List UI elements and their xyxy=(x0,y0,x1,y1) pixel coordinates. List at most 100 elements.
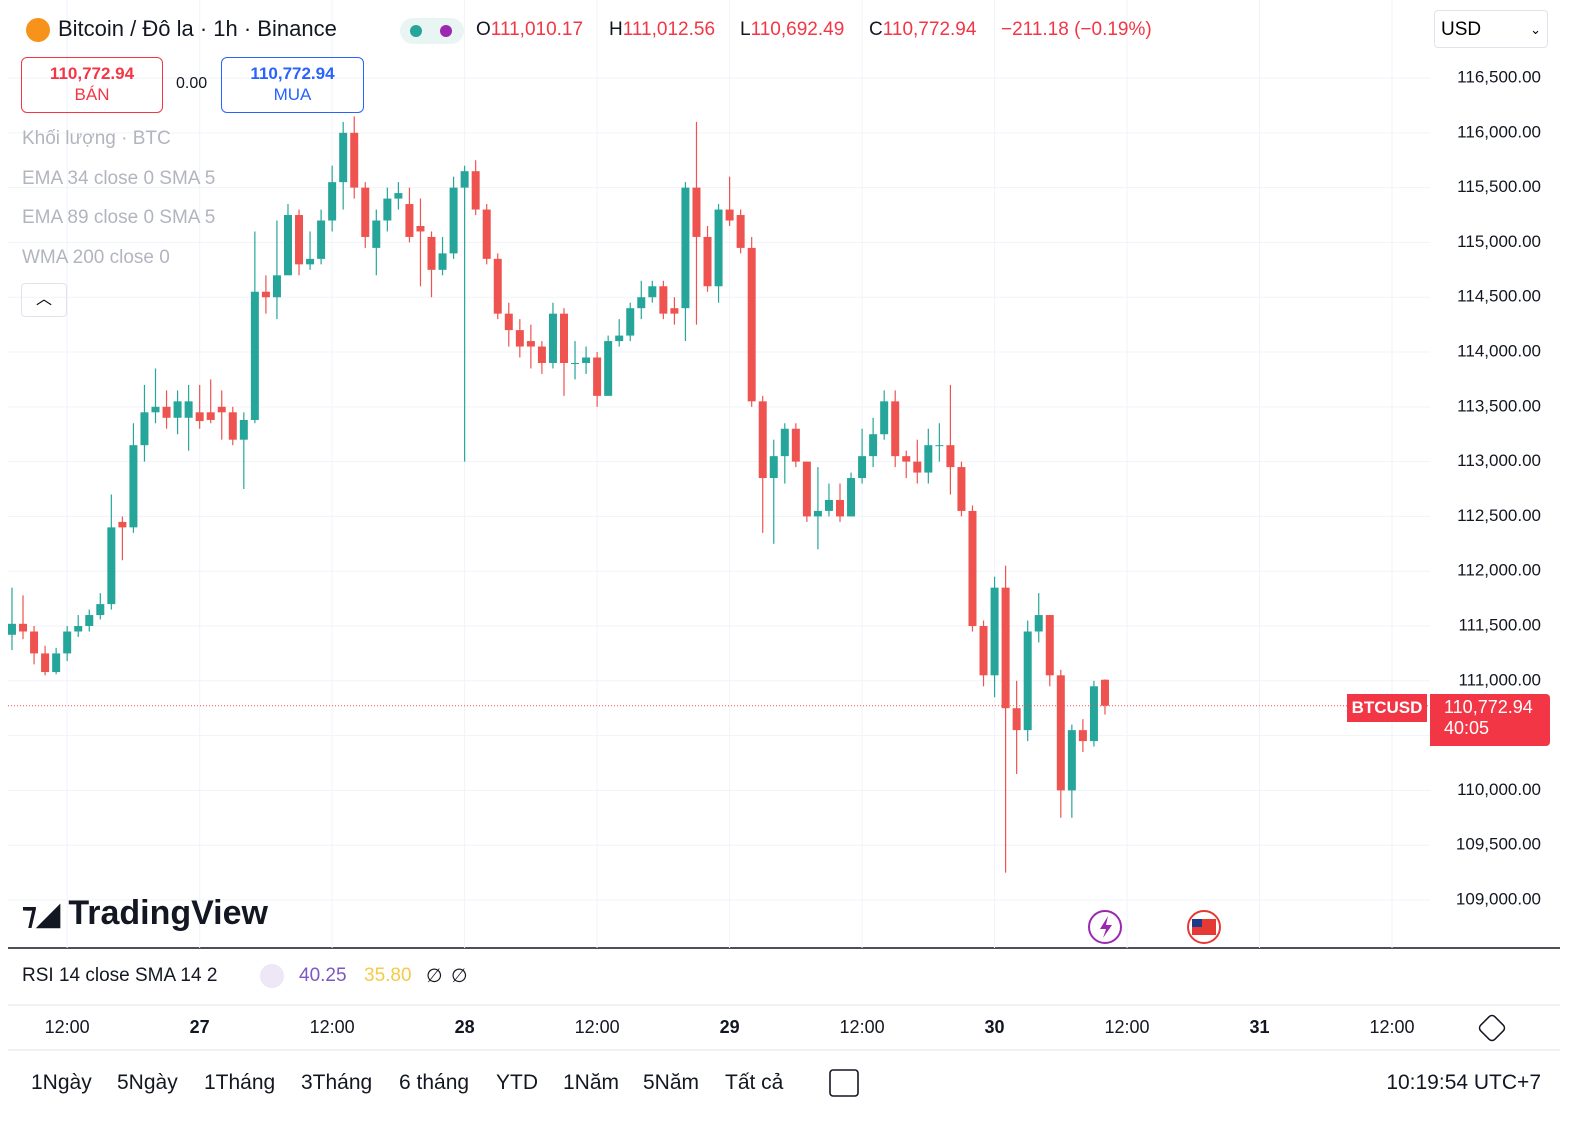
y-tick-label: 116,500.00 xyxy=(1457,68,1541,87)
candle-body xyxy=(217,406,226,413)
indicator[interactable]: Khối lượng · BTC xyxy=(22,128,171,149)
range-button[interactable]: 6 tháng xyxy=(399,1071,470,1094)
candle-body xyxy=(405,204,414,237)
y-tick-label: 109,000.00 xyxy=(1456,889,1541,908)
y-tick-label: 116,000.00 xyxy=(1457,122,1541,141)
candle-body xyxy=(946,445,955,468)
indicator[interactable]: EMA 34 close 0 SMA 5 xyxy=(22,168,216,189)
candle-body xyxy=(471,171,480,210)
candle-body xyxy=(858,456,867,479)
candle-body xyxy=(935,445,944,447)
price-tag: 110,772.94 40:05 xyxy=(1430,694,1550,746)
range-button[interactable]: 1Năm xyxy=(563,1071,620,1094)
candle-body xyxy=(813,510,822,517)
rsi-icon[interactable] xyxy=(260,964,284,988)
calendar-icon[interactable] xyxy=(829,1069,859,1097)
candle-body xyxy=(372,220,381,248)
candle-body xyxy=(482,209,491,259)
candle-body xyxy=(383,198,392,221)
y-tick-label: 113,000.00 xyxy=(1457,451,1541,470)
candle-body xyxy=(1012,708,1021,731)
range-button[interactable]: YTD xyxy=(496,1071,538,1094)
candle-body xyxy=(19,623,28,632)
candle-body xyxy=(30,631,39,654)
indicator[interactable]: WMA 200 close 0 xyxy=(22,247,170,268)
buy-price: 110,772.94 xyxy=(250,64,335,83)
candle-body xyxy=(306,258,315,265)
ohlc-value: 110,692.49 xyxy=(750,19,845,40)
x-tick-label: 12:00 xyxy=(1105,1017,1150,1037)
range-button[interactable]: Tất cả xyxy=(725,1071,784,1094)
candle-body xyxy=(902,456,911,462)
rsi-label[interactable]: RSI 14 close SMA 14 2 xyxy=(22,965,218,986)
candle-body xyxy=(1100,679,1109,706)
y-tick-label: 110,000.00 xyxy=(1457,780,1541,799)
status-pill[interactable] xyxy=(400,18,464,44)
candle-body xyxy=(74,626,83,632)
ohlc-value: 111,012.56 xyxy=(622,19,716,40)
candle-body xyxy=(206,412,215,420)
status-dot xyxy=(410,25,422,37)
candle-body xyxy=(416,225,425,232)
buy-button[interactable]: 110,772.94 MUA xyxy=(221,57,364,113)
ohlc-value: 111,010.17 xyxy=(490,19,584,40)
candle-body xyxy=(582,357,591,363)
x-tick-label: 12:00 xyxy=(575,1017,620,1037)
candle-body xyxy=(703,236,712,287)
share-icon xyxy=(440,25,452,37)
candle-body xyxy=(526,341,535,347)
ohlc-label: C xyxy=(869,19,883,40)
candle-body xyxy=(339,132,348,183)
y-tick-label: 112,500.00 xyxy=(1457,506,1541,525)
range-button[interactable]: 5Năm xyxy=(643,1071,700,1094)
candle-body xyxy=(493,258,502,314)
last-price: 110,772.94 xyxy=(1444,697,1533,717)
candle-body xyxy=(957,467,966,511)
rsi-extra: ∅ xyxy=(426,966,443,987)
range-button[interactable]: 1Tháng xyxy=(204,1071,276,1094)
candle-body xyxy=(250,291,259,420)
candle-body xyxy=(96,604,105,616)
candle-body xyxy=(769,456,778,479)
symbol[interactable]: Bitcoin / Đô la · 1h · Binance xyxy=(58,16,337,41)
candle-body xyxy=(725,209,734,221)
candles xyxy=(7,116,1430,873)
candle-body xyxy=(228,412,237,440)
candle-body xyxy=(283,215,292,276)
candle-body xyxy=(504,313,513,331)
y-tick-label: 113,500.00 xyxy=(1457,396,1541,415)
indicator[interactable]: EMA 89 close 0 SMA 5 xyxy=(22,207,216,228)
candle-body xyxy=(118,521,127,528)
candle-body xyxy=(648,286,657,298)
x-tick-label: 27 xyxy=(190,1017,210,1037)
range-button[interactable]: 5Ngày xyxy=(117,1071,178,1094)
grid xyxy=(8,0,1430,948)
candle-body xyxy=(559,313,568,363)
rsi-value: 40.25 xyxy=(299,965,347,986)
collapse-button[interactable]: ︿ xyxy=(21,283,67,317)
x-tick-label: 12:00 xyxy=(310,1017,355,1037)
y-tick-label: 115,000.00 xyxy=(1457,232,1541,251)
candle-body xyxy=(1001,587,1010,709)
clock[interactable]: 10:19:54 UTC+7 xyxy=(1386,1071,1541,1094)
candle-body xyxy=(714,209,723,287)
buy-label: MUA xyxy=(273,85,312,104)
range-button[interactable]: 1Ngày xyxy=(31,1071,92,1094)
currency-select[interactable]: USD ⌄ xyxy=(1434,10,1548,48)
candle-body xyxy=(913,461,922,473)
candle-body xyxy=(261,291,270,298)
x-tick-label: 29 xyxy=(720,1017,740,1037)
candle-body xyxy=(824,499,833,511)
settings-icon[interactable] xyxy=(1478,1014,1506,1042)
candle-body xyxy=(162,406,171,418)
candle-body xyxy=(295,215,304,265)
candle-body xyxy=(968,510,977,627)
range-button[interactable]: 3Tháng xyxy=(301,1071,373,1094)
brand[interactable]: ⁊◢ TradingView xyxy=(22,894,268,933)
sell-button[interactable]: 110,772.94 BÁN xyxy=(21,57,163,113)
candle-body xyxy=(7,623,16,635)
candle-body xyxy=(328,182,337,221)
candle-body xyxy=(195,412,204,422)
candle-body xyxy=(924,445,933,473)
candle-body xyxy=(548,313,557,363)
